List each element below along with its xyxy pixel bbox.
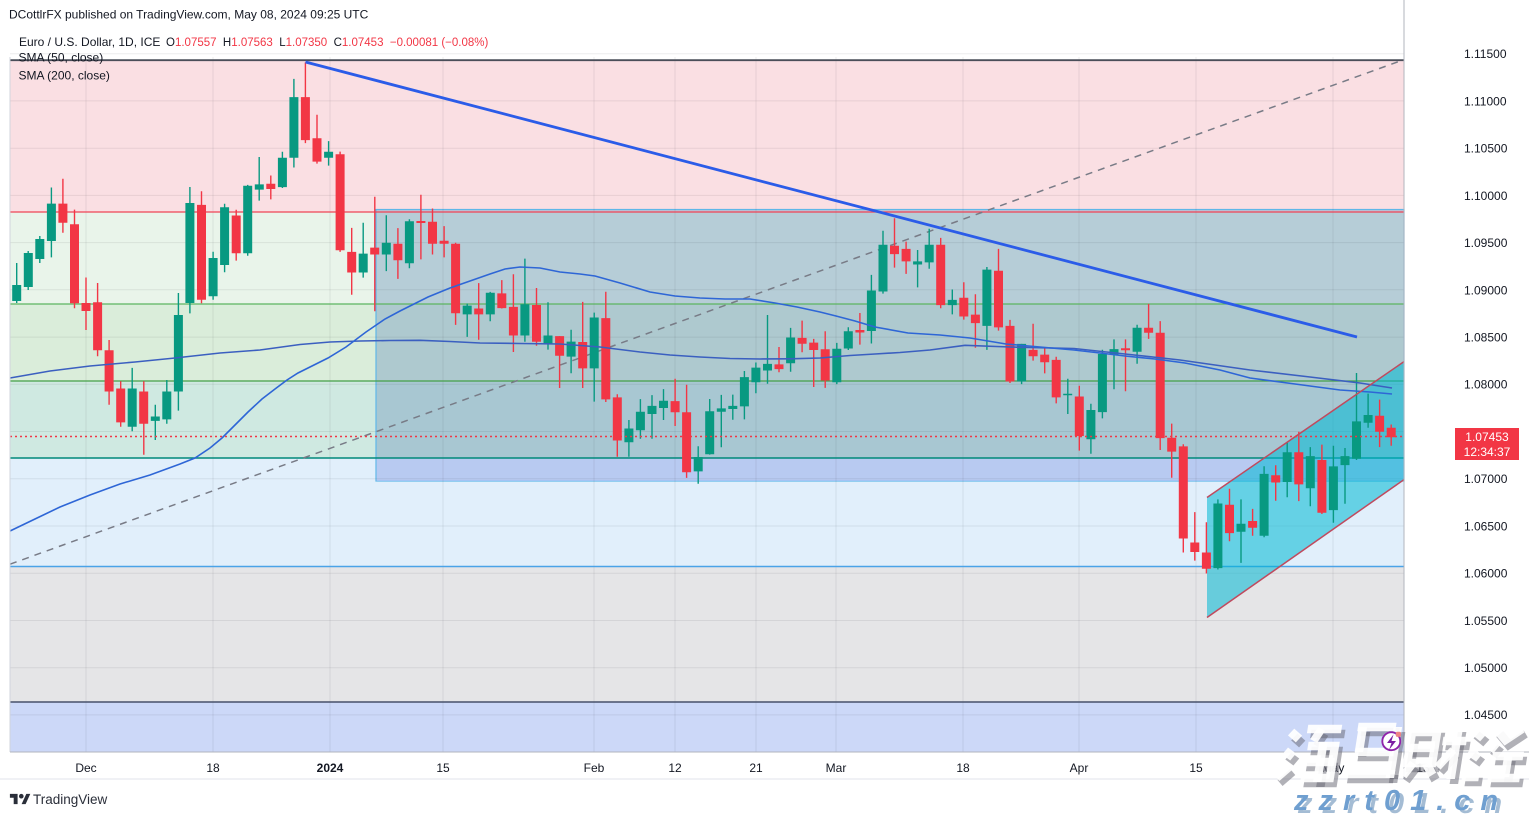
- svg-text:1.07453: 1.07453: [1465, 430, 1509, 444]
- svg-text:Euro / U.S. Dollar, 1D, ICE: Euro / U.S. Dollar, 1D, ICE: [19, 35, 160, 49]
- svg-text:Feb: Feb: [584, 761, 605, 775]
- svg-text:12:34:37: 12:34:37: [1464, 445, 1511, 459]
- svg-text:21: 21: [749, 761, 763, 775]
- svg-text:1.10500: 1.10500: [1464, 142, 1508, 156]
- svg-text:1.08500: 1.08500: [1464, 331, 1508, 345]
- svg-text:18: 18: [206, 761, 220, 775]
- svg-text:1.07000: 1.07000: [1464, 472, 1508, 486]
- svg-text:1.08000: 1.08000: [1464, 378, 1508, 392]
- svg-text:1.09000: 1.09000: [1464, 283, 1508, 297]
- svg-text:Apr: Apr: [1070, 761, 1089, 775]
- svg-text:1.04500: 1.04500: [1464, 708, 1508, 722]
- svg-text:18: 18: [956, 761, 970, 775]
- svg-text:2024: 2024: [317, 761, 344, 775]
- svg-text:SMA (50, close): SMA (50, close): [19, 51, 104, 65]
- svg-text:TradingView: TradingView: [33, 792, 108, 807]
- svg-text:12: 12: [668, 761, 682, 775]
- svg-text:1.05500: 1.05500: [1464, 614, 1508, 628]
- svg-text:1.06000: 1.06000: [1464, 567, 1508, 581]
- svg-text:15: 15: [1189, 761, 1203, 775]
- svg-text:DCottlrFX published on Trading: DCottlrFX published on TradingView.com, …: [9, 8, 369, 22]
- svg-text:1.11500: 1.11500: [1464, 47, 1507, 61]
- svg-text:Dec: Dec: [75, 761, 96, 775]
- svg-text:zzrt01.cn: zzrt01.cn: [1297, 788, 1512, 817]
- svg-text:SMA (200, close): SMA (200, close): [19, 69, 110, 83]
- svg-text:O1.07557 H1.07563 L1.07350: O1.07557 H1.07563 L1.07350 C1.07453 −0.0…: [166, 37, 488, 49]
- svg-text:1.05000: 1.05000: [1464, 661, 1508, 675]
- svg-text:15: 15: [436, 761, 450, 775]
- svg-text:zzrt01.cn: zzrt01.cn: [1293, 785, 1508, 817]
- svg-text:1.11000: 1.11000: [1464, 94, 1507, 108]
- svg-text:1.10000: 1.10000: [1464, 189, 1508, 203]
- svg-text:1.06500: 1.06500: [1464, 519, 1508, 533]
- svg-text:Mar: Mar: [826, 761, 847, 775]
- svg-text:1.09500: 1.09500: [1464, 236, 1508, 250]
